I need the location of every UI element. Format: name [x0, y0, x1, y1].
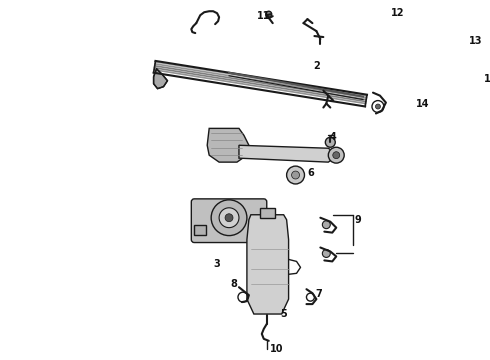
Text: 11: 11: [257, 11, 270, 21]
Text: 12: 12: [391, 8, 405, 18]
Text: 5: 5: [280, 309, 287, 319]
Text: 2: 2: [313, 61, 320, 71]
Circle shape: [375, 104, 380, 109]
Polygon shape: [247, 215, 289, 314]
Polygon shape: [153, 69, 168, 89]
Text: 13: 13: [468, 36, 482, 46]
Text: 10: 10: [270, 344, 283, 354]
Bar: [195, 225, 206, 235]
Bar: [260, 208, 275, 218]
Circle shape: [211, 200, 247, 235]
Circle shape: [333, 152, 340, 159]
Circle shape: [322, 221, 330, 229]
Circle shape: [328, 147, 344, 163]
Text: 8: 8: [231, 279, 238, 289]
Polygon shape: [239, 145, 338, 162]
FancyBboxPatch shape: [191, 199, 267, 243]
Text: 9: 9: [355, 215, 362, 225]
Circle shape: [266, 11, 272, 17]
Circle shape: [292, 171, 299, 179]
Polygon shape: [207, 129, 249, 162]
Circle shape: [219, 208, 239, 228]
Circle shape: [287, 166, 304, 184]
Circle shape: [225, 214, 233, 222]
Text: 7: 7: [315, 289, 322, 299]
Text: 6: 6: [307, 168, 314, 178]
Text: 4: 4: [330, 132, 337, 142]
Circle shape: [322, 249, 330, 257]
Circle shape: [325, 137, 335, 147]
Text: 14: 14: [416, 99, 429, 109]
Text: 1: 1: [484, 74, 490, 84]
Text: 3: 3: [214, 260, 220, 269]
